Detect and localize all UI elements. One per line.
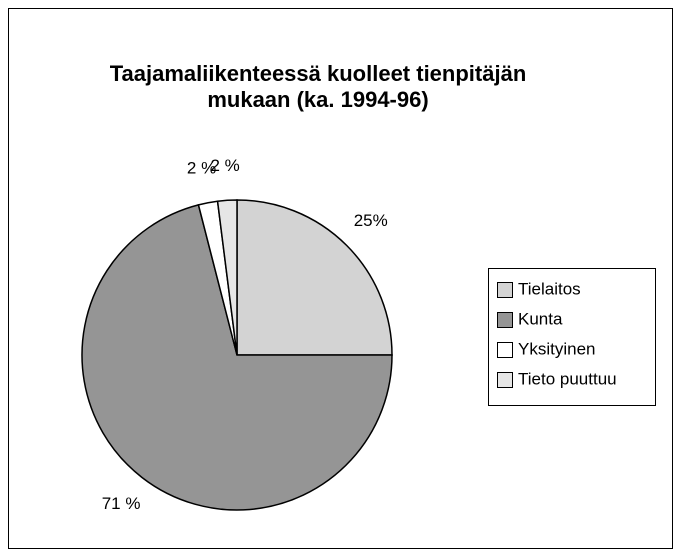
legend-label: Yksityinen	[518, 339, 595, 358]
legend-swatch	[497, 282, 513, 298]
data-label: 2 %	[210, 156, 239, 175]
legend-box	[488, 268, 656, 406]
legend-label: Tielaitos	[518, 279, 581, 298]
chart-title: Taajamaliikenteessä kuolleet tienpitäjän	[110, 61, 527, 86]
legend-label: Tieto puuttuu	[518, 369, 617, 388]
pie-slice	[236, 199, 393, 356]
data-label: 2 %	[187, 159, 216, 178]
legend-swatch	[497, 312, 513, 328]
data-label: 71 %	[102, 494, 141, 513]
data-label: 25%	[354, 211, 388, 230]
chart-title: mukaan (ka. 1994-96)	[207, 87, 428, 112]
pie-slice	[216, 199, 238, 356]
legend-label: Kunta	[518, 309, 563, 328]
legend-swatch	[497, 372, 513, 388]
pie-slice	[81, 203, 393, 511]
legend-swatch	[497, 342, 513, 358]
